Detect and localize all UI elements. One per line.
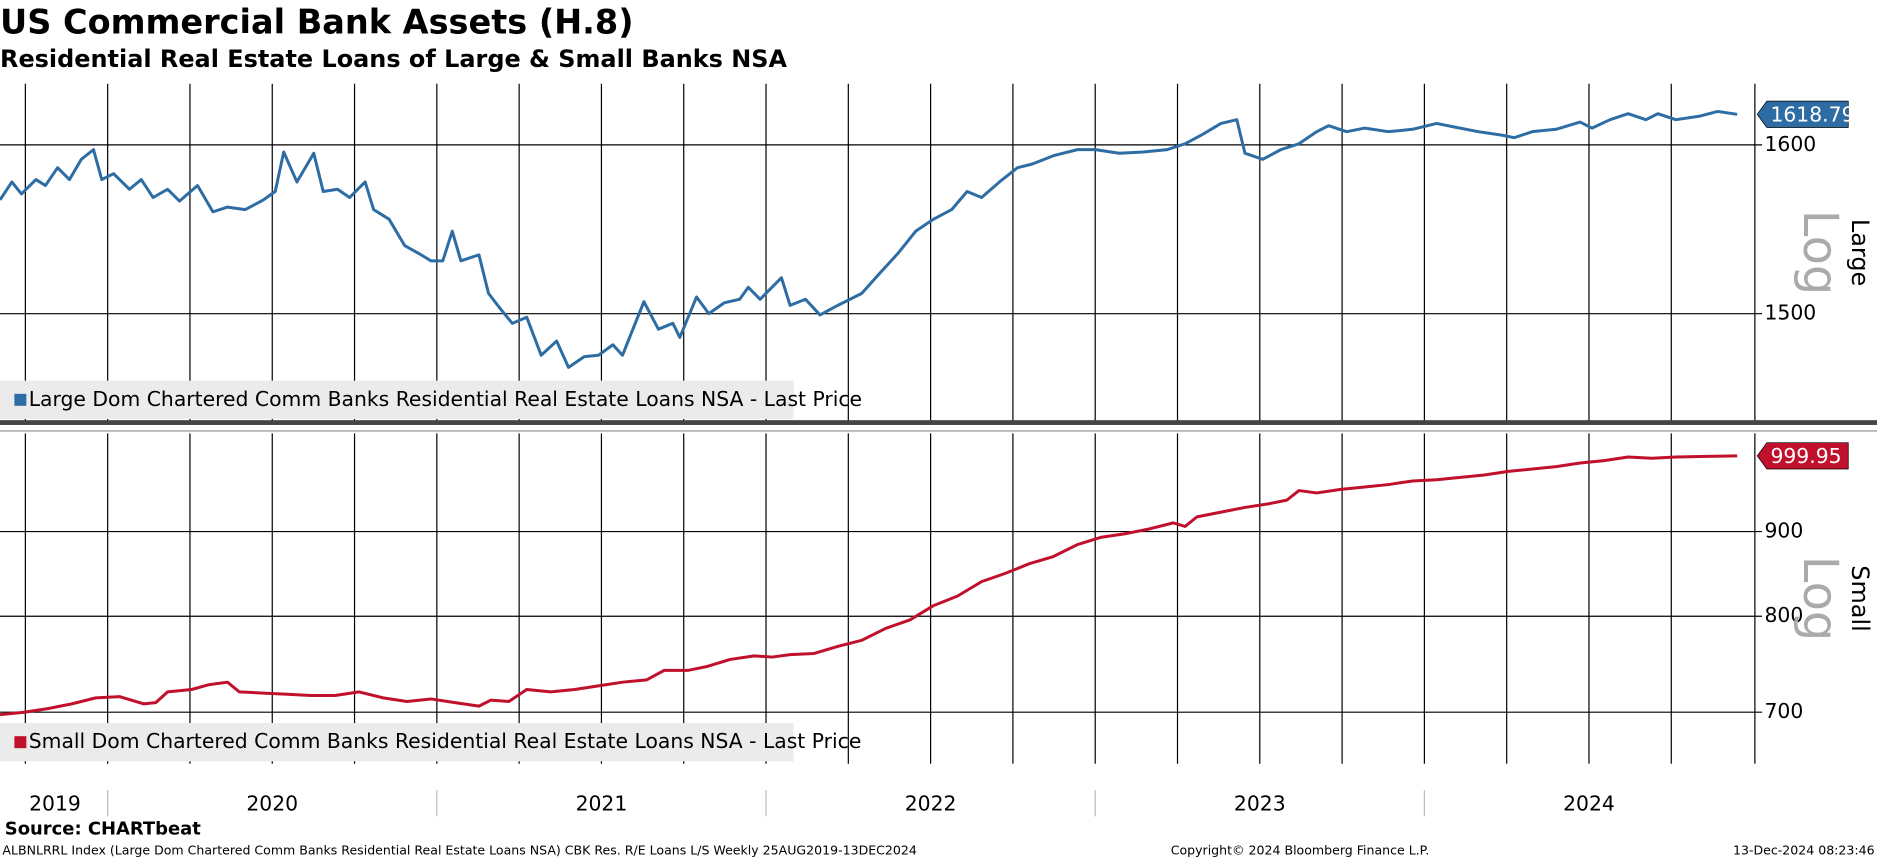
- scale-watermark: Log: [1792, 556, 1847, 642]
- timestamp: 13-Dec-2024 08:23:46: [1733, 843, 1875, 858]
- last-value-box: [1756, 442, 1849, 470]
- y-tick-label: 900: [1764, 519, 1803, 543]
- panel-divider: [0, 420, 1877, 425]
- x-tick-label: 2020: [246, 791, 298, 815]
- y-axis-label: Large: [1846, 219, 1874, 286]
- source: Source: CHARTbeat: [5, 819, 201, 840]
- scale-watermark: Log: [1792, 210, 1847, 296]
- y-tick-label: 700: [1764, 699, 1803, 723]
- legend-box: [0, 723, 794, 762]
- y-tick-label: 1600: [1764, 132, 1816, 156]
- y-tick-label: 800: [1764, 603, 1803, 627]
- legend-swatch: [14, 393, 27, 406]
- last-value-label: 999.95: [1770, 444, 1841, 468]
- x-tick-label: 2019: [29, 791, 81, 815]
- x-tick-label: 2023: [1234, 791, 1286, 815]
- copyright: Copyright© 2024 Bloomberg Finance L.P.: [1171, 843, 1430, 858]
- last-value-label: 1618.79: [1770, 103, 1854, 127]
- series-line: [0, 454, 1738, 717]
- legend-box: [0, 380, 794, 419]
- last-value-box: [1756, 100, 1849, 128]
- series-line: [0, 109, 1738, 369]
- chart-subtitle: Residential Real Estate Loans of Large &…: [0, 45, 788, 73]
- footnote: ALBNLRRL Index (Large Dom Chartered Comm…: [2, 843, 916, 858]
- legend-label: Small Dom Chartered Comm Banks Residenti…: [29, 729, 862, 753]
- x-tick-label: 2022: [905, 791, 957, 815]
- legend-label: Large Dom Chartered Comm Banks Residenti…: [29, 387, 862, 411]
- chart-title: US Commercial Bank Assets (H.8): [0, 2, 634, 41]
- y-axis-label: Small: [1846, 565, 1874, 631]
- legend-swatch: [14, 736, 27, 749]
- y-tick-label: 1500: [1764, 301, 1816, 325]
- x-tick-label: 2024: [1563, 791, 1615, 815]
- x-tick-label: 2021: [576, 791, 628, 815]
